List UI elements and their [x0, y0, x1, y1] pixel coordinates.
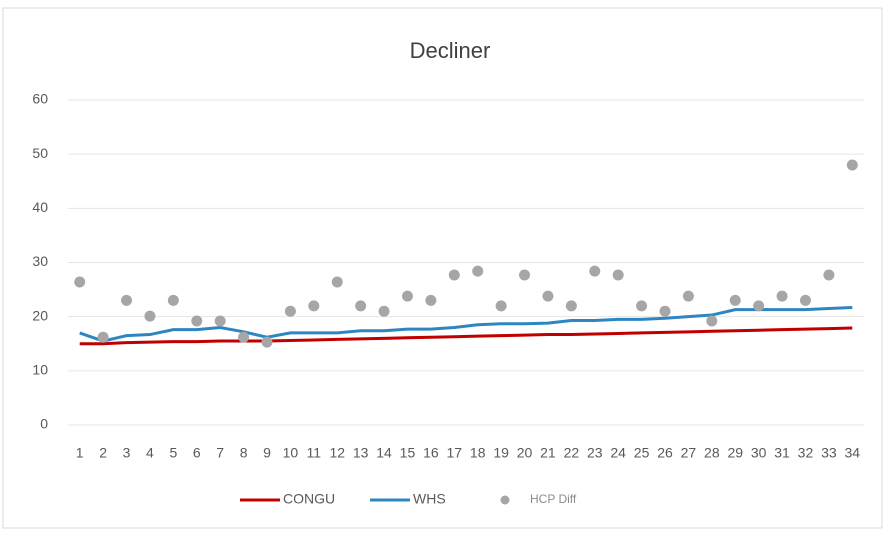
point: [144, 310, 156, 322]
point: [659, 305, 671, 317]
x-tick-label: 29: [727, 445, 743, 461]
point: [261, 336, 273, 348]
x-tick-label: 31: [774, 445, 790, 461]
point: [565, 300, 577, 312]
point: [121, 294, 133, 306]
x-tick-label: 11: [307, 445, 322, 461]
point: [542, 290, 554, 302]
point: [355, 300, 367, 312]
x-tick-label: 26: [657, 445, 673, 461]
x-tick-label: 32: [798, 445, 814, 461]
x-tick-label: 30: [751, 445, 767, 461]
legend-label: WHS: [413, 491, 446, 507]
point: [401, 290, 413, 302]
x-tick-label: 34: [845, 445, 861, 461]
x-tick-label: 3: [123, 445, 131, 461]
x-tick-label: 2: [99, 445, 107, 461]
line: [79, 305, 853, 343]
x-tick-label: 14: [376, 445, 392, 461]
line: [79, 326, 853, 346]
y-tick-label: 30: [32, 253, 48, 269]
point: [308, 300, 320, 312]
legend-label: CONGU: [283, 491, 335, 507]
x-tick-label: 8: [240, 445, 248, 461]
point: [519, 269, 531, 281]
x-tick-label: 1: [76, 445, 84, 461]
x-tick-label: 19: [493, 445, 509, 461]
point: [448, 269, 460, 281]
x-tick-label: 22: [564, 445, 580, 461]
point: [776, 290, 788, 302]
x-tick-label: 33: [821, 445, 837, 461]
chart-title: Decliner: [410, 38, 491, 63]
point: [191, 315, 203, 327]
x-tick-label: 15: [400, 445, 416, 461]
point: [612, 269, 624, 281]
y-tick-label: 0: [40, 416, 48, 432]
x-tick-label: 25: [634, 445, 650, 461]
point: [729, 294, 741, 306]
point: [378, 305, 390, 317]
point: [823, 269, 835, 281]
point: [284, 305, 296, 317]
x-tick-label: 20: [517, 445, 533, 461]
y-tick-label: 40: [32, 199, 48, 215]
x-tick-label: 23: [587, 445, 603, 461]
x-tick-label: 16: [423, 445, 439, 461]
point: [238, 331, 250, 343]
x-tick-label: 5: [169, 445, 177, 461]
point: [636, 300, 648, 312]
point: [846, 159, 858, 171]
point: [495, 300, 507, 312]
legend-label: HCP Diff: [530, 492, 577, 506]
x-tick-label: 10: [283, 445, 299, 461]
x-tick-label: 21: [540, 445, 556, 461]
chart-border: [2, 7, 883, 529]
point: [331, 276, 343, 288]
y-tick-label: 10: [32, 362, 48, 378]
x-tick-label: 4: [146, 445, 154, 461]
point: [74, 276, 86, 288]
x-tick-label: 24: [610, 445, 626, 461]
x-tick-label: 7: [216, 445, 224, 461]
point: [682, 290, 694, 302]
x-tick-label: 13: [353, 445, 369, 461]
point: [214, 315, 226, 327]
point: [167, 294, 179, 306]
x-tick-label: 17: [447, 445, 463, 461]
y-tick-label: 60: [32, 91, 48, 107]
point: [425, 294, 437, 306]
x-tick-label: 27: [681, 445, 697, 461]
y-tick-label: 50: [32, 145, 48, 161]
x-tick-label: 18: [470, 445, 486, 461]
point: [97, 331, 109, 343]
legend-swatch: [500, 495, 510, 505]
x-tick-label: 12: [329, 445, 345, 461]
point: [706, 315, 718, 327]
point: [799, 294, 811, 306]
point: [753, 300, 765, 312]
y-tick-label: 20: [32, 307, 48, 323]
x-tick-label: 9: [263, 445, 271, 461]
x-tick-label: 28: [704, 445, 720, 461]
point: [589, 265, 601, 277]
point: [472, 265, 484, 277]
x-tick-label: 6: [193, 445, 201, 461]
